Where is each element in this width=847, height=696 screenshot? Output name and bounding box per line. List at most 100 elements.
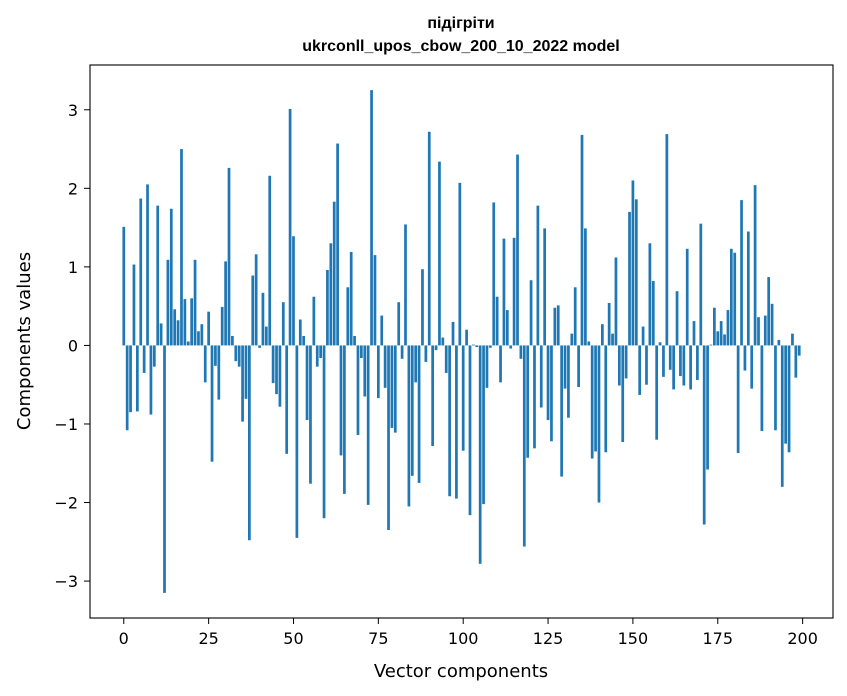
bar-component-38 [251,275,255,346]
bar-component-15 [173,309,177,346]
bar-component-27 [214,345,217,366]
bar-component-64 [339,345,343,456]
bar-component-36 [244,345,248,399]
bar-component-0 [122,226,126,346]
bar-component-184 [746,231,750,346]
bar-component-79 [390,345,394,428]
bar-component-98 [455,345,458,499]
bar-component-77 [383,345,387,388]
bar-component-83 [404,224,407,346]
bar-component-164 [679,345,682,377]
bar-component-183 [743,345,747,371]
y-axis-label: Components values [14,252,35,430]
bar-component-85 [410,345,414,476]
bar-component-185 [750,345,754,389]
bar-component-4 [135,345,139,412]
x-tick-label: 175 [702,629,733,648]
bar-component-74 [373,255,377,346]
bar-component-100 [461,345,465,451]
bar-component-42 [264,326,268,346]
bar-component-56 [312,296,316,346]
bar-component-194 [780,345,784,487]
bar-component-33 [234,345,238,362]
bar-component-158 [658,342,662,346]
bar-component-84 [407,345,411,507]
chart-title-line2: ukrconll_upos_cbow_200_10_2022 model [302,38,619,55]
bar-component-96 [448,345,451,497]
bar-component-178 [726,310,730,346]
bar-component-162 [672,345,675,390]
bar-component-71 [363,345,367,397]
bar-component-143 [607,303,611,346]
bar-component-1 [125,345,129,431]
bar-series [122,90,801,593]
bar-component-140 [597,345,601,503]
y-tick-label: −3 [54,572,78,591]
bar-component-34 [237,345,241,367]
chart-title-line1: підігріти [427,15,494,32]
bar-component-94 [441,337,445,346]
bar-component-189 [763,315,767,346]
bar-component-37 [248,345,251,541]
bar-component-112 [502,238,506,346]
bar-component-124 [543,228,547,346]
bar-component-166 [685,248,689,346]
bar-component-97 [451,321,455,346]
bar-component-135 [580,134,584,346]
x-tick-label: 0 [119,629,129,648]
bar-component-58 [319,345,322,358]
bar-component-88 [421,269,424,346]
bar-component-119 [526,345,530,458]
bar-component-99 [458,182,462,346]
bar-component-136 [584,228,587,346]
bar-component-17 [180,149,183,346]
bar-component-198 [794,345,798,378]
bar-component-40 [258,345,261,348]
bar-component-130 [563,345,567,389]
bar-component-50 [292,236,295,346]
x-tick-label: 125 [533,629,564,648]
bar-component-107 [485,345,489,388]
bar-component-116 [516,154,519,346]
bar-component-26 [210,345,214,462]
bar-component-146 [617,345,621,386]
bar-component-60 [326,270,329,346]
bar-component-47 [281,302,285,346]
y-tick-label: 1 [68,258,78,277]
bar-component-8 [149,345,153,415]
bar-component-195 [784,345,788,444]
bar-component-90 [427,131,431,346]
bar-component-24 [203,345,207,383]
bar-component-152 [638,345,642,395]
bar-component-69 [356,345,360,435]
bar-component-196 [787,345,791,453]
bar-component-176 [719,321,723,346]
bar-component-72 [366,345,370,505]
bar-component-197 [791,333,794,346]
bar-component-145 [614,257,618,346]
bar-component-156 [651,281,655,346]
bar-component-168 [692,321,696,346]
bar-component-28 [217,345,221,400]
bar-component-59 [322,345,326,519]
bar-component-66 [346,287,350,346]
bar-component-22 [197,331,200,346]
bar-component-105 [478,345,482,564]
bar-component-30 [224,261,227,346]
bar-component-127 [553,307,557,346]
bar-component-68 [353,336,356,346]
bar-component-155 [648,243,652,346]
bar-component-67 [349,251,353,346]
bar-component-80 [393,345,397,433]
bar-component-6 [142,345,146,373]
bar-component-114 [509,345,513,349]
x-axis-label: Vector components [374,661,548,682]
bar-component-160 [665,134,669,346]
bar-component-7 [146,184,149,346]
bar-component-137 [587,341,591,346]
bar-component-10 [156,205,160,346]
bar-component-31 [227,167,231,346]
bar-component-171 [702,345,706,525]
bar-component-62 [332,201,336,346]
x-tick-label: 200 [787,629,818,648]
